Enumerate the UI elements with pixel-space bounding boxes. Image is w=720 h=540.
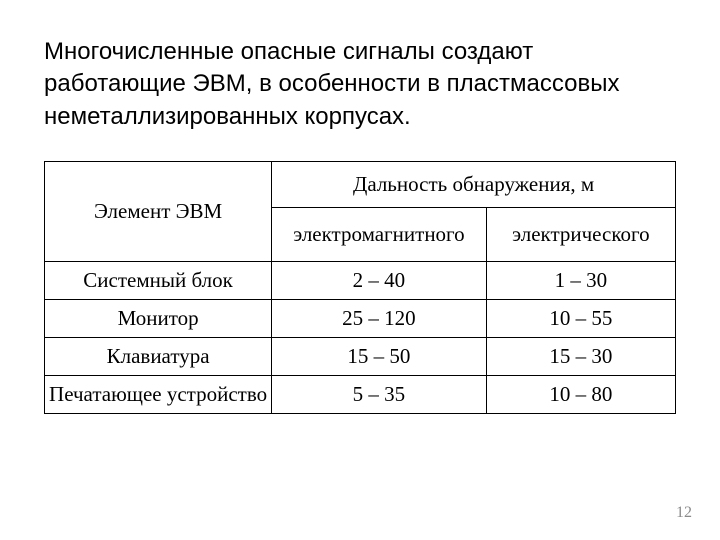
cell-el: 1 – 30 (486, 262, 675, 300)
cell-el: 10 – 55 (486, 300, 675, 338)
cell-element: Монитор (45, 300, 272, 338)
cell-em: 15 – 50 (272, 338, 487, 376)
cell-element: Клавиатура (45, 338, 272, 376)
table-body: Системный блок 2 – 40 1 – 30 Монитор 25 … (45, 262, 676, 414)
table-row: Системный блок 2 – 40 1 – 30 (45, 262, 676, 300)
cell-el: 10 – 80 (486, 376, 675, 414)
cell-em: 25 – 120 (272, 300, 487, 338)
cell-el: 15 – 30 (486, 338, 675, 376)
detection-range-table: Элемент ЭВМ Дальность обнаружения, м эле… (44, 161, 676, 414)
cell-em: 2 – 40 (272, 262, 487, 300)
cell-element: Печатающее устройство (45, 376, 272, 414)
header-element: Элемент ЭВМ (45, 162, 272, 262)
table-row: Клавиатура 15 – 50 15 – 30 (45, 338, 676, 376)
table-row: Печатающее устройство 5 – 35 10 – 80 (45, 376, 676, 414)
table-row: Монитор 25 – 120 10 – 55 (45, 300, 676, 338)
page-number: 12 (676, 504, 692, 522)
table-header: Элемент ЭВМ Дальность обнаружения, м эле… (45, 162, 676, 262)
header-detection-range: Дальность обнаружения, м (272, 162, 676, 208)
slide: Многочисленные опасные сигналы создают р… (0, 0, 720, 540)
header-electric: электрического (486, 208, 675, 262)
cell-element: Системный блок (45, 262, 272, 300)
slide-title: Многочисленные опасные сигналы создают р… (44, 36, 676, 133)
cell-em: 5 – 35 (272, 376, 487, 414)
header-electromagnetic: электромагнитного (272, 208, 487, 262)
